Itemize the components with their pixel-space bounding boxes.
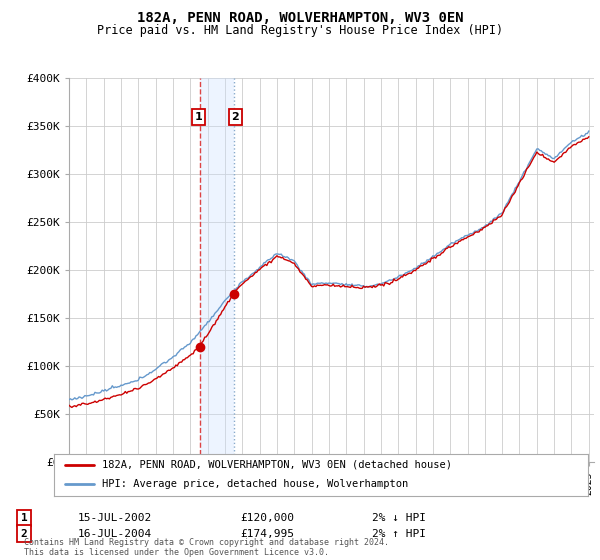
Text: 2% ↓ HPI: 2% ↓ HPI <box>372 513 426 523</box>
Text: Contains HM Land Registry data © Crown copyright and database right 2024.
This d: Contains HM Land Registry data © Crown c… <box>24 538 389 557</box>
Text: 1: 1 <box>195 112 203 122</box>
Text: HPI: Average price, detached house, Wolverhampton: HPI: Average price, detached house, Wolv… <box>102 479 409 489</box>
Text: 2: 2 <box>231 112 239 122</box>
Text: Price paid vs. HM Land Registry's House Price Index (HPI): Price paid vs. HM Land Registry's House … <box>97 24 503 36</box>
Bar <box>200 78 234 462</box>
Text: 15-JUL-2002: 15-JUL-2002 <box>78 513 152 523</box>
Text: £174,995: £174,995 <box>240 529 294 539</box>
Text: 16-JUL-2004: 16-JUL-2004 <box>78 529 152 539</box>
Text: 2% ↑ HPI: 2% ↑ HPI <box>372 529 426 539</box>
Text: 182A, PENN ROAD, WOLVERHAMPTON, WV3 0EN: 182A, PENN ROAD, WOLVERHAMPTON, WV3 0EN <box>137 11 463 25</box>
Text: 1: 1 <box>20 513 28 523</box>
Text: £120,000: £120,000 <box>240 513 294 523</box>
Text: 2: 2 <box>20 529 28 539</box>
Text: 182A, PENN ROAD, WOLVERHAMPTON, WV3 0EN (detached house): 182A, PENN ROAD, WOLVERHAMPTON, WV3 0EN … <box>102 460 452 470</box>
